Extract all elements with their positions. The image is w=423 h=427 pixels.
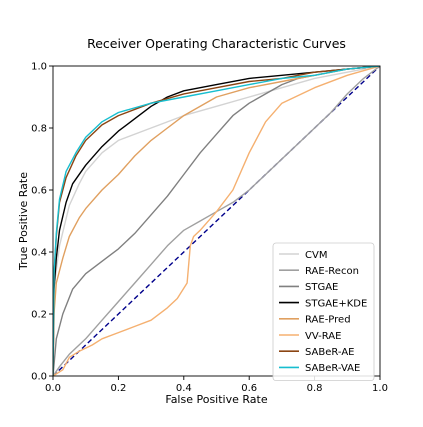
legend-label: STGAE+KDE — [305, 298, 367, 309]
legend-label: SABeR-VAE — [305, 363, 360, 374]
y-tick-label: 1.0 — [31, 62, 47, 73]
y-tick-label: 0.2 — [31, 310, 47, 321]
plot-frame — [52, 65, 381, 377]
plot-area — [52, 65, 381, 377]
y-tick-label: 0.8 — [31, 124, 47, 135]
x-tick-label: 0.2 — [110, 383, 126, 394]
legend-label: RAE-Recon — [305, 266, 359, 277]
curves — [53, 66, 380, 376]
legend-label: RAE-Pred — [305, 315, 351, 326]
x-axis-label: False Positive Rate — [165, 393, 267, 406]
y-axis-label: True Positive Rate — [17, 172, 30, 271]
legend-label: VV-RAE — [305, 331, 341, 342]
y-tick-label: 0.6 — [31, 186, 47, 197]
legend: CVM RAE-Recon STGAE STGAE+KDE RAE-Pred VV-RAE… — [272, 242, 375, 382]
x-tick-label: 0.4 — [176, 383, 192, 394]
x-tick-label: 0.8 — [307, 383, 323, 394]
x-tick-label: 0.0 — [45, 383, 61, 394]
legend-item: STGAE+KDE — [279, 298, 367, 309]
y-tick-label: 0.0 — [31, 372, 47, 383]
series-line-saber-vae — [53, 66, 380, 376]
chart-title: Receiver Operating Characteristic Curves — [87, 36, 346, 51]
legend-item: STGAE — [279, 282, 338, 293]
legend-item: SABeR-AE — [279, 347, 354, 358]
legend-item: RAE-Recon — [279, 266, 359, 277]
legend-item: VV-RAE — [279, 331, 341, 342]
legend-box — [272, 242, 375, 382]
x-axis: 0.0 0.2 0.4 0.6 0.8 1.0 — [45, 376, 388, 394]
legend-label: SABeR-AE — [305, 347, 354, 358]
chance-diagonal-line — [53, 66, 380, 376]
legend-label: CVM — [305, 250, 327, 261]
legend-item: RAE-Pred — [279, 315, 351, 326]
series-line-rae-recon — [53, 66, 380, 376]
x-tick-label: 1.0 — [372, 383, 388, 394]
series-line-stgae-kde — [53, 66, 380, 376]
y-tick-label: 0.4 — [31, 248, 47, 259]
series-line-vv-rae — [53, 66, 380, 376]
legend-label: STGAE — [305, 282, 338, 293]
series-line-cvm — [53, 66, 380, 376]
series-line-rae-pred — [53, 66, 380, 376]
x-tick-label: 0.6 — [241, 383, 257, 394]
legend-item: CVM — [279, 250, 327, 261]
y-axis: 0.0 0.2 0.4 0.6 0.8 1.0 — [31, 62, 53, 383]
series-line-stgae — [53, 66, 380, 376]
legend-item: SABeR-VAE — [279, 363, 360, 374]
